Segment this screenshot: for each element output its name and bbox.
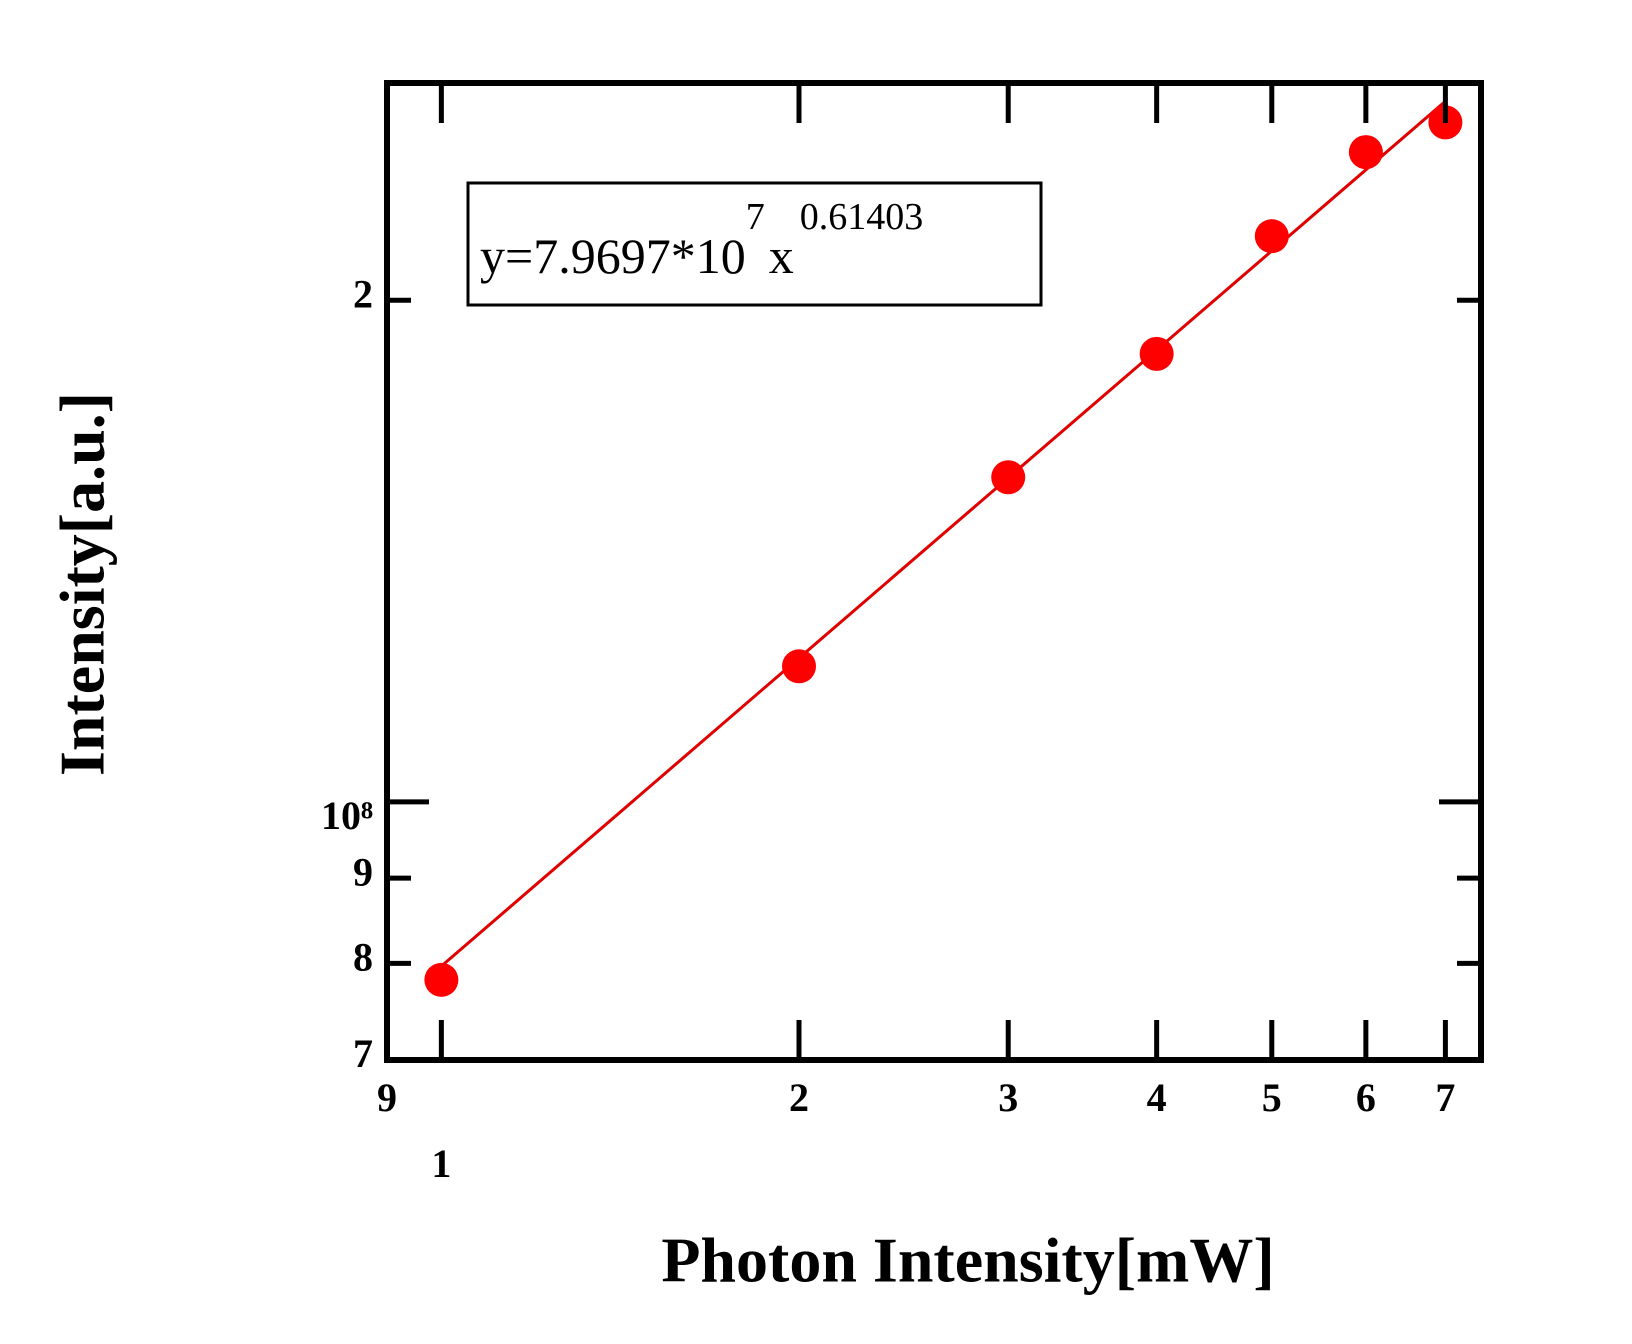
annotation: y=7.9697*107x0.61403	[480, 196, 923, 285]
y-tick-label: 7	[353, 1031, 373, 1076]
annotation-variable: x	[769, 228, 794, 284]
x-tick-label: 1	[431, 1141, 451, 1186]
data-point	[1348, 135, 1383, 170]
data-point	[1139, 336, 1174, 371]
data-point	[424, 962, 459, 997]
y-tick-label: 9	[353, 849, 373, 894]
x-tick-label: 3	[998, 1075, 1018, 1120]
x-tick-label: 7	[1435, 1075, 1455, 1120]
y-axis-label: Intensity[a.u.]	[47, 392, 118, 776]
x-tick-label: 6	[1356, 1075, 1376, 1120]
x-tick-label: 4	[1147, 1075, 1167, 1120]
x-tick-label: 2	[789, 1075, 809, 1120]
y-tick-label: 2	[353, 271, 373, 316]
annotation-base: y=7.9697*10	[480, 228, 746, 284]
x-tick-label: 9	[377, 1075, 397, 1120]
annotation-exponent: 7	[746, 196, 765, 238]
x-tick-label: 5	[1262, 1075, 1282, 1120]
x-axis-label: Photon Intensity[mW]	[661, 1225, 1274, 1296]
annotation-exponent: 0.61403	[800, 196, 924, 238]
annotation-box	[466, 181, 1043, 307]
plot-frame	[384, 80, 1484, 1063]
data-point	[782, 649, 817, 684]
y-tick-label: 10⁸	[321, 793, 373, 838]
data-point	[991, 460, 1026, 495]
y-tick-label: 8	[353, 935, 373, 980]
data-point	[1254, 219, 1289, 254]
